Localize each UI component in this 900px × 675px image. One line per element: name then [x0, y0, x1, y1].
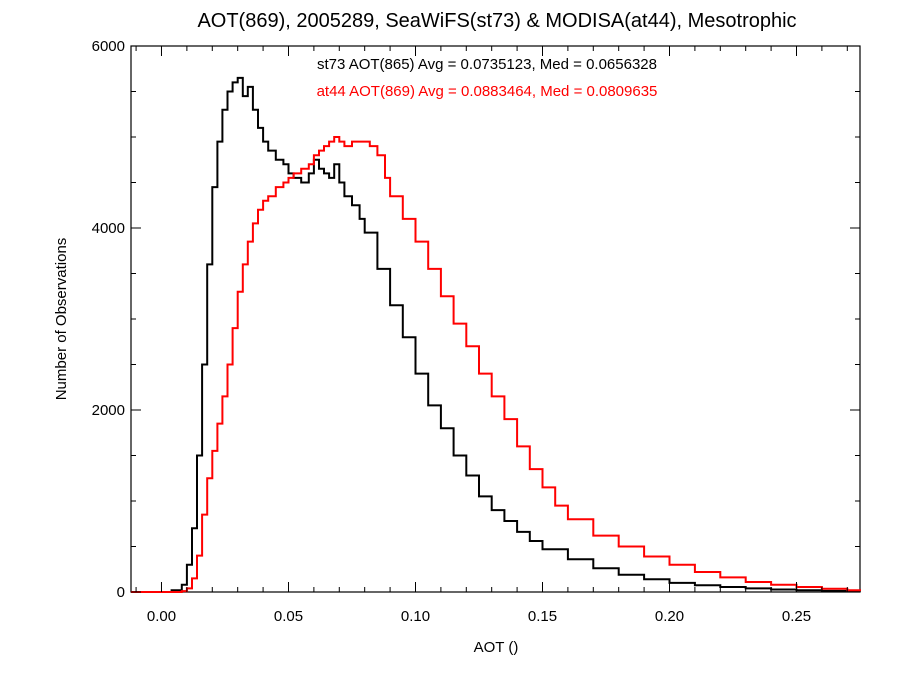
- x-tick-label: 0.10: [401, 608, 430, 625]
- y-tick-label: 2000: [92, 402, 125, 419]
- x-tick-label: 0.15: [528, 608, 557, 625]
- x-tick-label: 0.05: [274, 608, 303, 625]
- y-axis-ticks: 0 2000 4000 6000: [92, 38, 860, 601]
- annotation-st73: st73 AOT(865) Avg = 0.0735123, Med = 0.0…: [317, 56, 657, 73]
- y-tick-label: 4000: [92, 220, 125, 237]
- y-tick-label: 0: [117, 584, 125, 601]
- series-line-1: [131, 136, 861, 593]
- annotation-at44: at44 AOT(869) Avg = 0.0883464, Med = 0.0…: [317, 83, 658, 100]
- y-tick-label: 6000: [92, 38, 125, 55]
- x-tick-label: 0.20: [655, 608, 684, 625]
- chart-title: AOT(869), 2005289, SeaWiFS(st73) & MODIS…: [197, 10, 796, 32]
- x-axis-label: AOT (): [474, 639, 519, 656]
- series-line-0: [131, 76, 861, 593]
- series-group: [131, 76, 861, 593]
- x-axis-ticks: 0.00 0.05 0.10 0.15 0.20 0.25: [135, 46, 848, 625]
- x-tick-label: 0.25: [782, 608, 811, 625]
- y-axis-label: Number of Observations: [53, 238, 70, 401]
- x-tick-label: 0.00: [147, 608, 176, 625]
